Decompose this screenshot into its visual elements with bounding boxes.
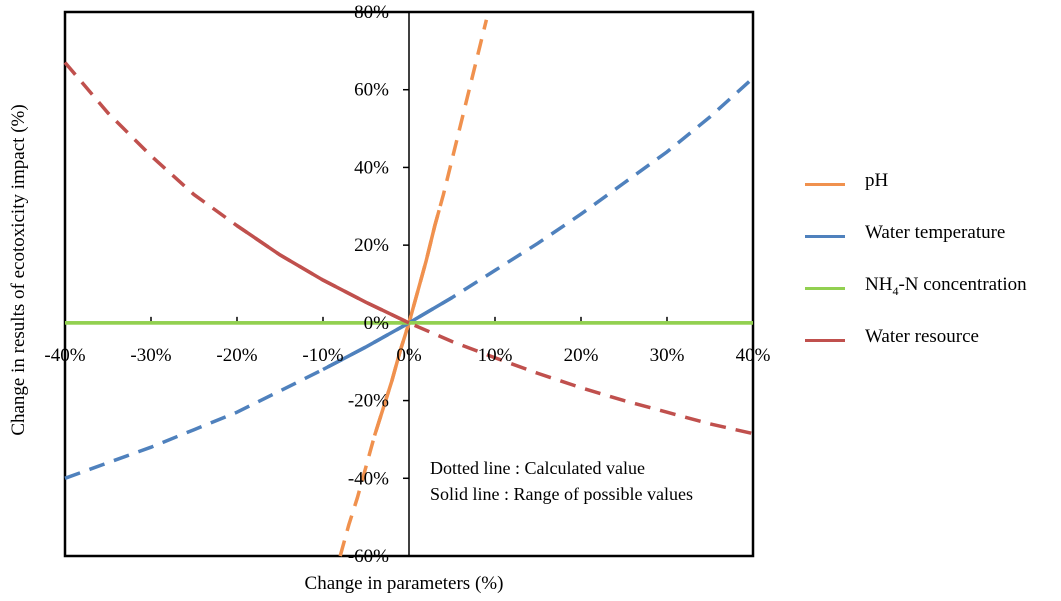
legend-swatch <box>805 287 845 290</box>
y-tick-label: -60% <box>348 546 389 567</box>
legend-label: NH4-N concentration <box>865 274 1027 298</box>
x-tick-label: -30% <box>130 345 171 366</box>
x-tick-label: -20% <box>216 345 257 366</box>
y-tick-label: 0% <box>364 313 390 334</box>
y-tick-label: 80% <box>354 2 389 23</box>
legend-label: Water temperature <box>865 222 1006 243</box>
x-tick-label: 30% <box>650 345 685 366</box>
y-tick-label: -20% <box>348 391 389 412</box>
x-tick-label: -10% <box>302 345 343 366</box>
x-tick-label: 40% <box>736 345 771 366</box>
x-tick-label: 0% <box>396 345 422 366</box>
x-tick-label: 20% <box>564 345 599 366</box>
y-tick-label: 60% <box>354 80 389 101</box>
y-axis-title: Change in results of ecotoxicity impact … <box>8 104 29 435</box>
series-water-resource-range-line <box>236 224 410 325</box>
y-tick-label: -40% <box>348 468 389 489</box>
series-water-temperature-range-line <box>322 296 453 372</box>
annotation-line-2: Solid line : Range of possible values <box>430 484 693 504</box>
legend-label: pH <box>865 170 889 191</box>
legend-swatch <box>805 235 845 238</box>
y-tick-label: 20% <box>354 235 389 256</box>
x-axis-title: Change in parameters (%) <box>305 573 504 594</box>
y-tick-label: 40% <box>354 157 389 178</box>
legend-swatch <box>805 339 845 342</box>
x-tick-label: -40% <box>44 345 85 366</box>
annotation-line-1: Dotted line : Calculated value <box>430 458 645 478</box>
x-tick-label: 10% <box>478 345 513 366</box>
legend-label: Water resource <box>865 326 979 347</box>
series-water-resource-calculated-line <box>63 61 754 436</box>
legend-swatch <box>805 183 845 186</box>
